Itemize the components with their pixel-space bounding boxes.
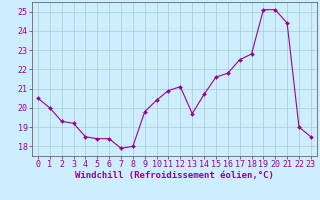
- X-axis label: Windchill (Refroidissement éolien,°C): Windchill (Refroidissement éolien,°C): [75, 171, 274, 180]
